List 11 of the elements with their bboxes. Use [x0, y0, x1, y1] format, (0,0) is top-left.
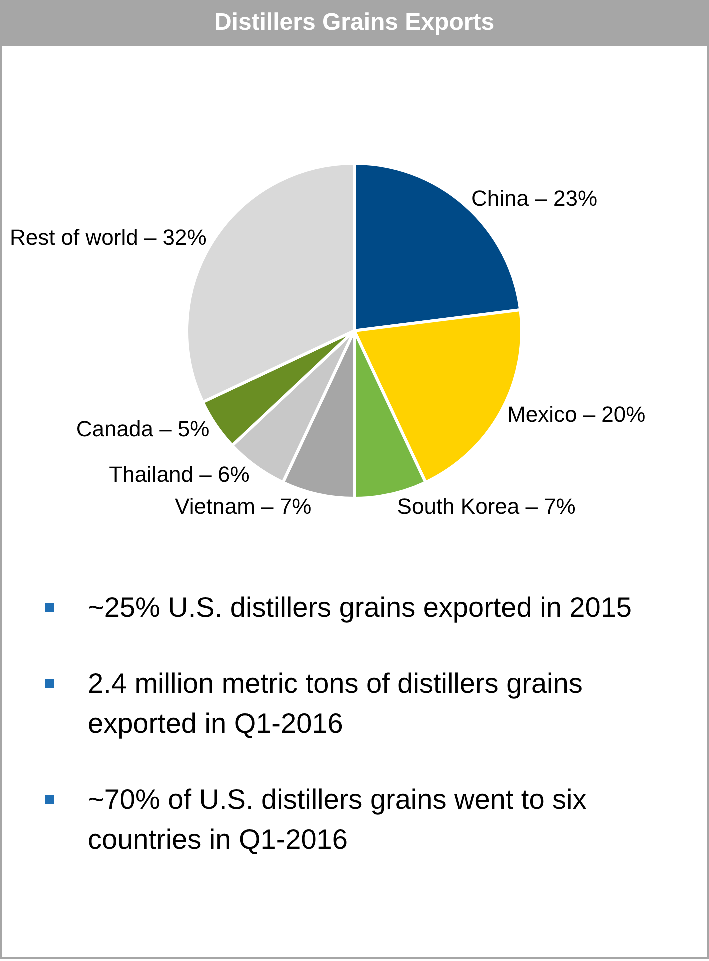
slice-label: Vietnam – 7%	[175, 494, 312, 519]
slice-label: Canada – 5%	[76, 416, 210, 442]
text: ~70% of U.S. distillers grains went to six countries in Q1-2016	[88, 784, 587, 855]
slice-label: South Korea – 7%	[397, 494, 576, 519]
text: 2.4 million metric tons of distillers grains exported in Q1-2016	[88, 668, 583, 739]
slice-label: Rest of world – 32%	[10, 225, 207, 250]
slice-label: China – 23%	[472, 186, 598, 211]
slice-label: Thailand – 6%	[109, 462, 250, 488]
chart-title: Distillers Grains Exports	[2, 0, 707, 46]
slice-label: Mexico – 20%	[508, 402, 646, 428]
text: ~25% U.S. distillers grains exported in 2015	[88, 592, 632, 623]
